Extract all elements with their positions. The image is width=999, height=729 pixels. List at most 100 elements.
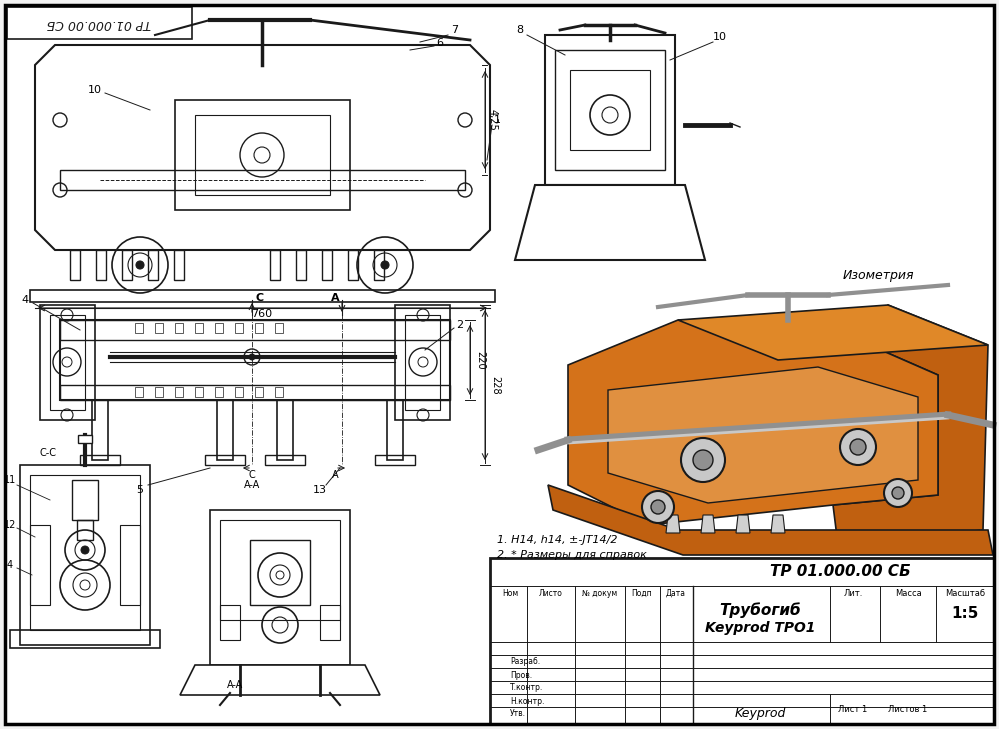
Text: 11: 11 [4,475,16,485]
Text: 2: 2 [457,320,464,330]
Bar [7,7,192,39]
Text: 13: 13 [313,485,327,495]
Text: № докум: № докум [582,588,617,598]
Bar [60,170,465,190]
Bar [135,323,143,333]
Circle shape [651,500,665,514]
Text: Подп: Подп [631,588,652,598]
Bar [77,520,93,540]
Bar [235,387,243,397]
Bar [155,387,163,397]
Circle shape [693,450,713,470]
Text: C: C [249,470,256,480]
Bar [175,323,183,333]
Text: Т.контр.: Т.контр. [510,684,543,693]
Text: Пров.: Пров. [510,671,532,679]
Text: 2. * Размеры для справок: 2. * Размеры для справок [497,550,647,560]
Text: Изометрия: Изометрия [842,268,914,281]
Polygon shape [678,305,988,360]
Text: 10: 10 [88,85,102,95]
Polygon shape [771,515,785,533]
Polygon shape [296,250,306,280]
Text: 4: 4 [21,295,29,305]
Text: ТР 01.000.00 СБ: ТР 01.000.00 СБ [769,564,910,580]
Text: Масса: Масса [895,588,921,598]
Polygon shape [374,250,384,280]
Polygon shape [348,250,358,280]
Bar [72,480,98,520]
Polygon shape [833,305,988,545]
Bar [250,540,310,605]
Polygon shape [70,250,80,280]
Circle shape [681,438,725,482]
Bar [135,387,143,397]
Text: 220: 220 [475,351,485,370]
Bar [265,455,305,465]
Polygon shape [174,250,184,280]
Polygon shape [736,515,750,533]
Polygon shape [608,367,918,503]
Bar [175,100,350,210]
Text: ТР 01.000.00 СБ: ТР 01.000.00 СБ [47,17,151,29]
Text: 6: 6 [437,38,444,48]
Polygon shape [515,185,705,260]
Bar [277,400,293,460]
Bar [405,315,440,410]
Text: 760: 760 [252,309,273,319]
Bar [40,305,95,420]
Bar [20,465,150,645]
Circle shape [892,487,904,499]
Bar [10,630,160,648]
Bar [220,605,240,640]
Bar [375,455,415,465]
Circle shape [81,546,89,554]
Text: 7: 7 [452,25,459,35]
Bar [235,323,243,333]
Bar [60,320,450,340]
Bar [195,115,330,195]
Text: Масштаб: Масштаб [945,588,985,598]
Text: 1: 1 [494,115,500,125]
Bar [30,290,495,302]
Bar [80,455,120,465]
Text: Лист 1: Лист 1 [838,706,867,714]
Bar [30,525,50,605]
Bar [570,70,650,150]
Text: 1:5: 1:5 [951,606,979,620]
Text: Листов 1: Листов 1 [888,706,928,714]
Text: A: A [331,293,340,303]
Text: 8: 8 [516,25,523,35]
Bar [255,323,263,333]
Circle shape [850,439,866,455]
Text: Листо: Листо [539,588,563,598]
Text: Утв.: Утв. [510,709,526,719]
Text: 10: 10 [713,32,727,42]
Bar [78,435,92,443]
Polygon shape [322,250,332,280]
Text: Трубогиб: Трубогиб [719,602,801,618]
Bar [210,510,350,665]
Bar [320,605,340,640]
Polygon shape [270,250,280,280]
Bar [195,387,203,397]
Polygon shape [148,250,158,280]
Text: Keyprod ТРО1: Keyprod ТРО1 [705,621,815,635]
Bar [255,387,263,397]
Text: Keyprod: Keyprod [734,708,785,720]
Circle shape [840,429,876,465]
Text: 12: 12 [4,520,16,530]
Bar [490,558,994,724]
Polygon shape [180,665,380,695]
Bar [30,475,140,630]
Text: Ном: Ном [501,588,518,598]
Text: Лит.: Лит. [843,588,863,598]
Text: 1. H14, h14, ±-JT14/2: 1. H14, h14, ±-JT14/2 [497,535,617,545]
Text: Дата: Дата [666,588,686,598]
Circle shape [642,491,674,523]
Bar [120,525,140,605]
Bar [545,35,675,185]
Polygon shape [122,250,132,280]
Bar [60,385,450,400]
Bar [60,320,450,400]
Polygon shape [568,320,938,525]
